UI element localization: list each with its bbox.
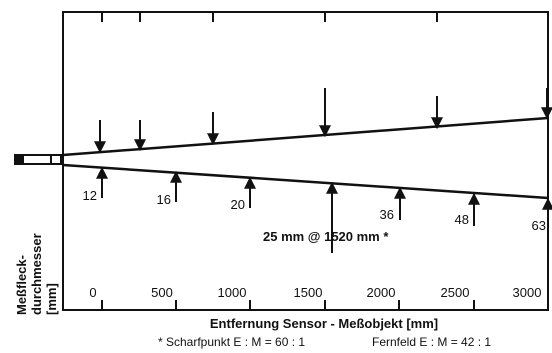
x-tick-3000: 3000 — [513, 285, 542, 300]
spot-size-12: 12 — [83, 188, 97, 203]
y-axis-label-line2: durchmesser — [29, 233, 44, 315]
x-tick-1500: 1500 — [294, 285, 323, 300]
upper-arrows — [94, 88, 552, 154]
spot-size-16: 16 — [157, 192, 171, 207]
x-tick-0: 0 — [89, 285, 96, 300]
y-axis-label-line1: Meßfleck- — [14, 255, 29, 315]
sensor-icon — [14, 154, 62, 165]
beam-lines — [62, 116, 549, 200]
x-axis-title: Entfernung Sensor - Meßobjekt [mm] — [210, 316, 438, 331]
spot-size-36: 36 — [380, 207, 394, 222]
focus-label: 25 mm @ 1520 mm * — [263, 229, 389, 244]
lower-arrows — [96, 166, 552, 253]
y-axis-label: Meßfleck- durchmesser [mm] — [14, 233, 59, 315]
spot-size-48: 48 — [455, 212, 469, 227]
x-tick-2000: 2000 — [367, 285, 396, 300]
y-axis-label-line3: [mm] — [44, 283, 59, 315]
x-tick-500: 500 — [151, 285, 173, 300]
x-tick-labels: 0 500 1000 1500 2000 2500 3000 — [89, 285, 541, 300]
plot-frame — [62, 11, 549, 311]
bottom-ticks — [101, 300, 549, 310]
spot-size-labels: 12 16 20 36 48 63 — [83, 188, 546, 233]
top-ticks — [101, 12, 549, 22]
spot-size-63: 63 — [532, 218, 546, 233]
x-tick-2500: 2500 — [441, 285, 470, 300]
footnote-focus: * Scharfpunkt E : M = 60 : 1 — [158, 335, 305, 349]
spot-size-20: 20 — [231, 197, 245, 212]
footnote-far: Fernfeld E : M = 42 : 1 — [372, 335, 491, 349]
x-tick-1000: 1000 — [218, 285, 247, 300]
